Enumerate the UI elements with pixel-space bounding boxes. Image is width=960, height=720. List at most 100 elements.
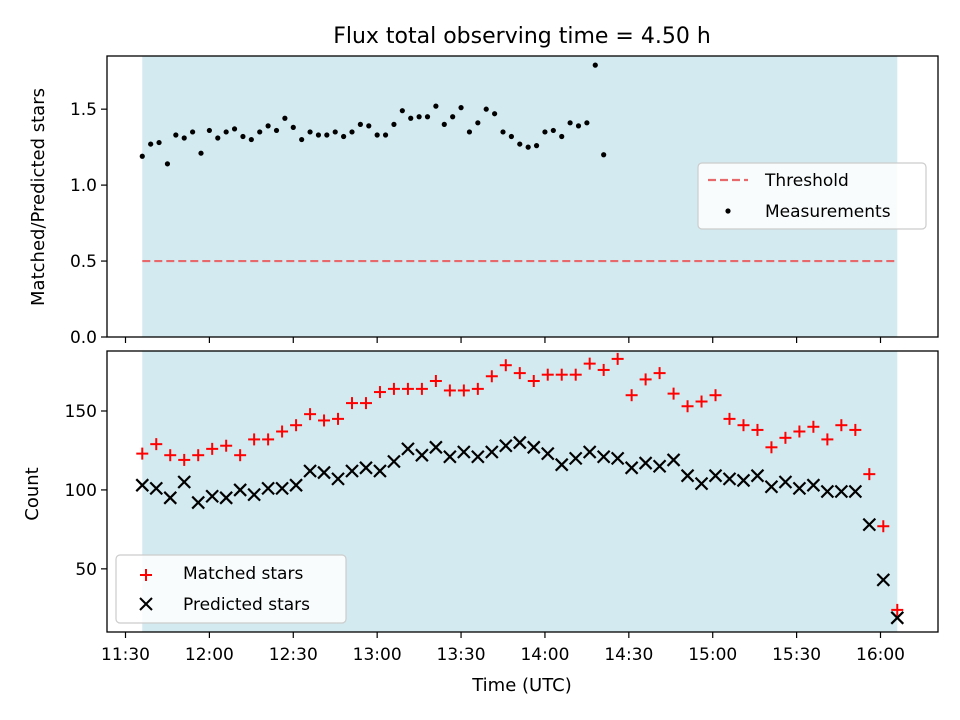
- measurement-point: [508, 133, 514, 140]
- measurement-point: [458, 105, 464, 111]
- matched-stars-point: [220, 439, 233, 452]
- matched-stars-point: [555, 368, 568, 381]
- matched-stars-point: [318, 414, 331, 427]
- measurement-point: [592, 62, 598, 68]
- measurement-point: [567, 120, 573, 126]
- measurement-point: [198, 150, 204, 156]
- predicted-stars-point: [275, 481, 289, 496]
- measurement-point: [357, 121, 363, 127]
- matched-stars-point: [541, 368, 554, 381]
- measurement-point: [416, 114, 422, 120]
- matched-stars-point: [401, 382, 414, 395]
- matched-stars-point: [737, 419, 750, 432]
- top-plot-frame: [106, 55, 939, 338]
- x-tick-label: 12:30: [269, 645, 318, 665]
- measurement-point: [466, 129, 473, 135]
- predicted-stars-point: [848, 484, 863, 499]
- predicted-stars-point: [415, 448, 429, 462]
- matched-stars-point: [597, 363, 610, 376]
- measurement-point: [190, 129, 196, 135]
- matched-stars-point: [276, 425, 289, 438]
- measurement-point: [500, 129, 506, 135]
- measurement-point: [433, 103, 439, 109]
- measurement-point: [307, 129, 313, 135]
- top-legend: Threshold Measurements: [697, 162, 927, 230]
- matched-stars-point: [653, 367, 666, 380]
- predicted-stars-point: [401, 442, 415, 456]
- x-tick-label: 16:00: [856, 645, 905, 665]
- top-panel: 0.0 0.5 1.0 1.5 Matched/Predicted stars Thr…: [28, 55, 939, 348]
- matched-stars-point: [178, 453, 191, 466]
- measurement-point: [424, 114, 431, 120]
- predicted-stars-point: [471, 449, 485, 464]
- predicted-stars-point: [457, 445, 471, 459]
- predicted-stars-point: [764, 479, 779, 494]
- predicted-stars-point: [303, 464, 317, 478]
- predicted-stars-point: [429, 440, 443, 455]
- matched-stars-point: [262, 433, 275, 446]
- bottom-legend: Matched stars Predicted stars: [115, 554, 347, 624]
- matched-stars-point: [346, 397, 358, 410]
- measurement-point: [148, 141, 154, 147]
- bottom-star-counts: [135, 352, 905, 625]
- matched-stars-point: [765, 441, 778, 454]
- top-y-label: Matched/Predicted stars: [28, 88, 49, 306]
- predicted-stars-point: [205, 489, 219, 504]
- matched-stars-point: [499, 359, 512, 372]
- measurement-point: [341, 133, 347, 140]
- matched-stars-point: [332, 412, 345, 425]
- measurement-point: [156, 139, 162, 146]
- predicted-stars-point: [722, 472, 737, 486]
- matched-stars-point: [387, 382, 400, 395]
- predicted-stars-point: [191, 495, 205, 510]
- predicted-stars-point: [233, 483, 247, 497]
- matched-stars-point: [443, 384, 456, 397]
- predicted-stars-point: [373, 464, 387, 478]
- matched-stars-point: [234, 449, 247, 462]
- legend-predicted-swatch: [139, 597, 153, 611]
- predicted-stars-point: [890, 611, 905, 625]
- predicted-stars-point: [596, 449, 611, 464]
- measurement-point: [450, 114, 456, 120]
- predicted-stars-point: [345, 464, 359, 478]
- measurement-point: [575, 123, 582, 129]
- matched-stars-point: [807, 420, 820, 433]
- top-y-tick-label: 1.0: [70, 176, 97, 196]
- measurement-point: [391, 121, 397, 127]
- x-tick-label: 15:00: [688, 645, 737, 665]
- legend-matched-swatch: [140, 569, 152, 581]
- measurement-point: [164, 161, 171, 167]
- measurement-point: [299, 136, 305, 143]
- predicted-stars-point: [331, 472, 345, 486]
- matched-stars-point: [695, 395, 708, 408]
- matched-stars-point: [709, 389, 722, 402]
- predicted-stars-point: [247, 487, 261, 502]
- measurement-point: [542, 129, 548, 135]
- measurement-point: [173, 132, 179, 138]
- matched-stars-point: [164, 449, 177, 462]
- predicted-stars-point: [219, 491, 233, 505]
- predicted-stars-point: [135, 478, 150, 492]
- measurement-point: [584, 120, 590, 126]
- measurement-point: [315, 132, 322, 138]
- measurement-point: [215, 135, 221, 141]
- measurement-point: [324, 132, 330, 138]
- measurement-point: [483, 106, 489, 112]
- measurement-point: [282, 115, 288, 121]
- measurement-point: [349, 129, 355, 135]
- top-measurements: [139, 62, 607, 167]
- matched-stars-point: [835, 419, 848, 432]
- matched-stars-point: [192, 449, 205, 462]
- matched-stars-point: [136, 447, 149, 460]
- measurement-point: [290, 124, 296, 130]
- matched-stars-point: [415, 382, 428, 395]
- predicted-stars-point: [638, 456, 653, 470]
- top-x-ticks: [124, 337, 882, 343]
- legend-measurements-label: Measurements: [765, 202, 891, 222]
- matched-stars-point: [290, 419, 303, 432]
- measurement-point: [475, 120, 481, 126]
- predicted-stars-point: [289, 478, 303, 492]
- predicted-stars-point: [820, 484, 835, 499]
- matched-stars-point: [877, 520, 890, 533]
- predicted-stars-point: [387, 454, 401, 469]
